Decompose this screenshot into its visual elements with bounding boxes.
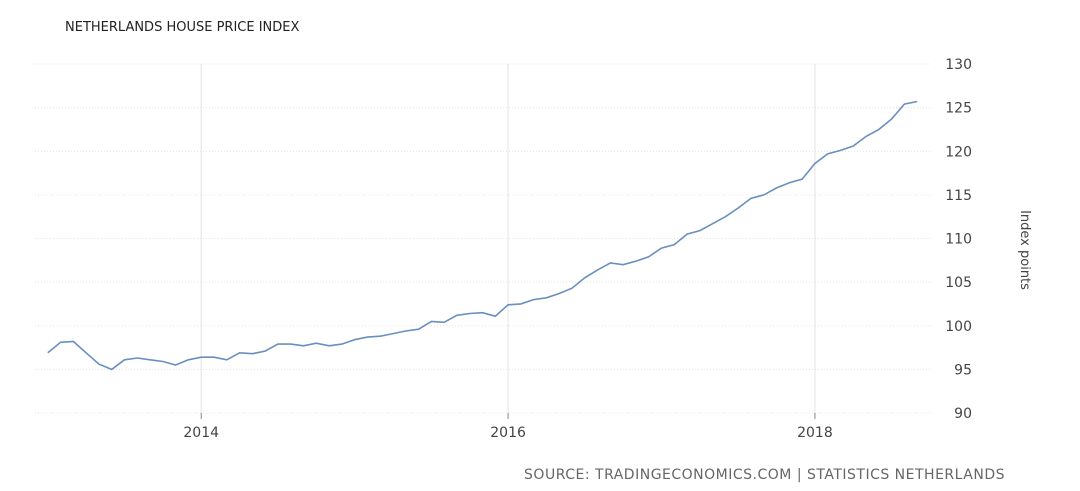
data-point: [852, 145, 854, 147]
data-point: [890, 118, 892, 120]
data-point: [85, 352, 87, 354]
data-point: [648, 256, 650, 258]
data-point: [213, 356, 215, 358]
data-point: [290, 343, 292, 345]
data-point: [443, 321, 445, 323]
data-point: [596, 269, 598, 271]
data-point: [814, 162, 816, 164]
data-point: [174, 364, 176, 366]
data-point: [903, 103, 905, 105]
data-point: [494, 315, 496, 317]
data-point: [315, 342, 317, 344]
data-point: [251, 353, 253, 355]
data-point: [827, 153, 829, 155]
data-point: [711, 223, 713, 225]
data-point: [532, 298, 534, 300]
data-point: [635, 260, 637, 262]
data-point: [481, 312, 483, 314]
data-point: [200, 356, 202, 358]
data-point: [430, 320, 432, 322]
data-point: [366, 336, 368, 338]
data-point: [750, 197, 752, 199]
data-point: [622, 264, 624, 266]
data-point: [405, 330, 407, 332]
y-tick-label: 90: [954, 406, 972, 422]
series-line: [47, 100, 918, 371]
data-point: [72, 340, 74, 342]
data-point: [558, 292, 560, 294]
y-tick-label: 110: [945, 232, 972, 248]
data-point: [507, 304, 509, 306]
data-point: [59, 341, 61, 343]
data-point: [469, 312, 471, 314]
data-point: [264, 350, 266, 352]
data-point: [520, 303, 522, 305]
data-point: [149, 359, 151, 361]
y-axis-label: Index points: [1017, 210, 1032, 290]
data-point: [98, 363, 100, 365]
grid-layer: [35, 63, 930, 414]
x-tick-label: 2018: [797, 425, 833, 441]
data-point: [545, 297, 547, 299]
y-tick-label: 95: [954, 362, 972, 378]
data-point: [417, 328, 419, 330]
data-point: [328, 345, 330, 347]
data-point: [353, 339, 355, 341]
data-point: [456, 314, 458, 316]
data-point: [162, 360, 164, 362]
y-tick-label: 105: [945, 275, 972, 291]
data-point: [916, 100, 918, 102]
data-point: [673, 243, 675, 245]
x-tick-label: 2016: [490, 425, 526, 441]
data-point: [302, 345, 304, 347]
chart-title: NETHERLANDS HOUSE PRICE INDEX: [65, 20, 299, 35]
data-point: [571, 287, 573, 289]
series-layer: [47, 100, 918, 371]
data-point: [660, 247, 662, 249]
y-tick-label: 130: [945, 57, 972, 73]
source-note: SOURCE: TRADINGECONOMICS.COM | STATISTIC…: [524, 467, 1005, 483]
data-point: [737, 207, 739, 209]
data-point: [699, 229, 701, 231]
data-point: [379, 335, 381, 337]
data-point: [788, 182, 790, 184]
data-point: [878, 128, 880, 130]
data-point: [609, 262, 611, 264]
data-point: [865, 135, 867, 137]
data-point: [136, 357, 138, 359]
data-point: [775, 187, 777, 189]
x-tick-label: 2014: [183, 425, 219, 441]
data-point: [226, 359, 228, 361]
data-point: [238, 352, 240, 354]
data-point: [111, 368, 113, 370]
data-point: [341, 343, 343, 345]
data-point: [123, 359, 125, 361]
y-tick-label: 120: [945, 144, 972, 160]
data-point: [839, 149, 841, 151]
y-tick-label: 115: [945, 188, 972, 204]
data-point: [187, 359, 189, 361]
y-tick-label: 125: [945, 101, 972, 117]
data-point: [686, 233, 688, 235]
axis-layer: 90 95 100 105 110 115 120 125 130 2014 2016 2018: [183, 57, 972, 441]
data-point: [277, 343, 279, 345]
data-point: [724, 216, 726, 218]
data-point: [763, 194, 765, 196]
y-tick-label: 100: [945, 319, 972, 335]
data-point: [801, 178, 803, 180]
data-point: [392, 332, 394, 334]
data-point: [584, 277, 586, 279]
data-point: [47, 352, 49, 354]
